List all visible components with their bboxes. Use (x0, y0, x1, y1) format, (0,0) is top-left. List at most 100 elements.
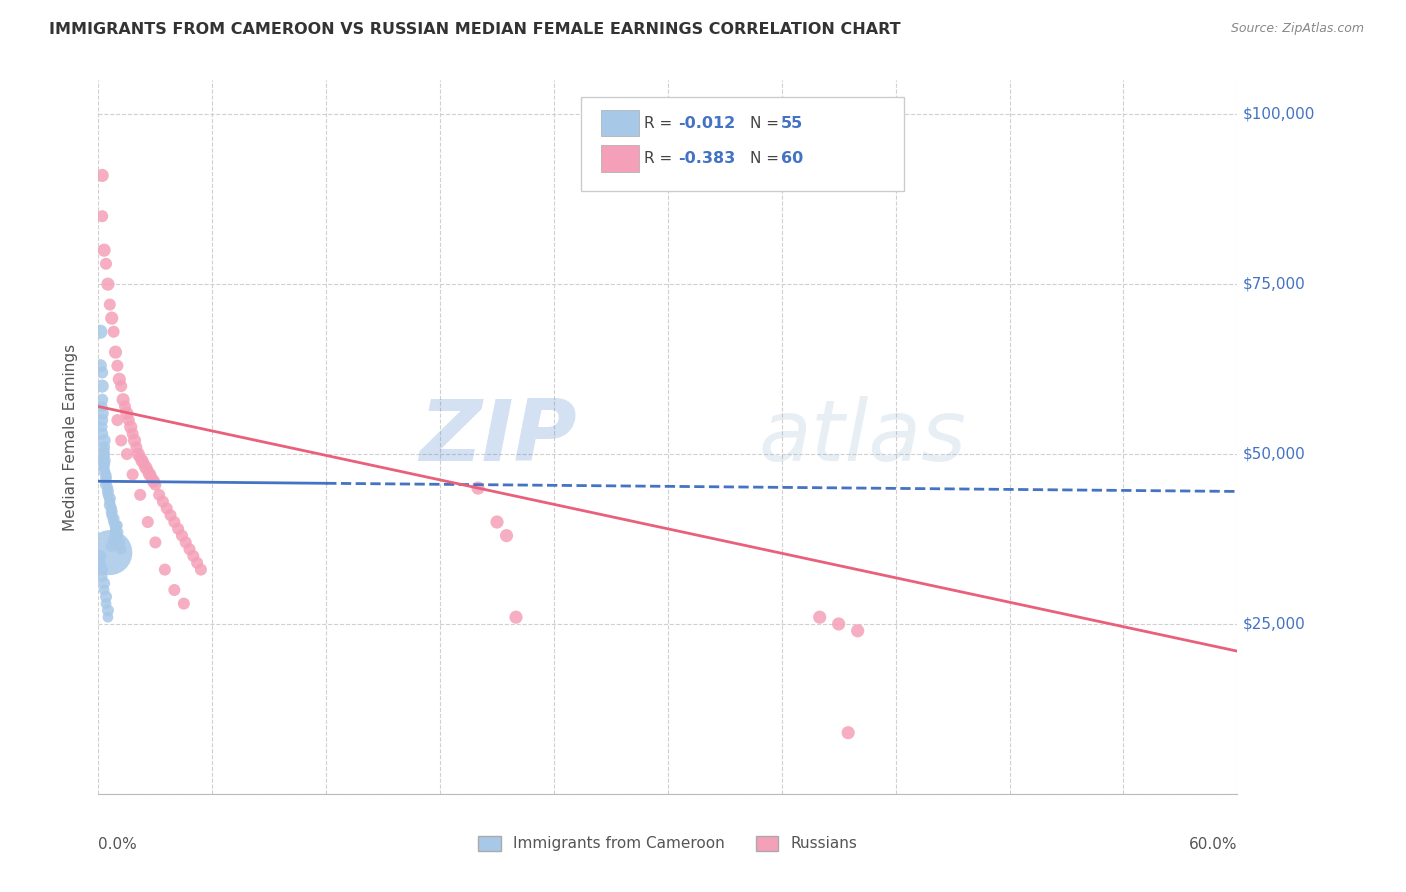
Point (145, 477, 167, 491)
Point (103, 325, 125, 339)
Point (93, 460, 115, 475)
Point (136, 464, 159, 478)
Text: 55: 55 (780, 116, 803, 130)
Point (94, 590, 117, 604)
Point (89, 325, 111, 339)
Point (120, 420, 142, 434)
Text: atlas: atlas (759, 395, 967, 479)
Point (115, 447, 138, 461)
Point (129, 488, 152, 502)
Point (163, 515, 186, 529)
Point (108, 372, 131, 386)
Point (121, 467, 143, 482)
Point (505, 610, 527, 624)
Point (93, 443, 115, 458)
Point (100, 505, 122, 519)
Point (104, 518, 127, 533)
Point (124, 434, 146, 448)
Point (98, 498, 121, 512)
Point (94, 471, 117, 485)
Point (93, 450, 115, 465)
Point (135, 460, 157, 475)
Point (89, 359, 111, 373)
Point (91, 569, 114, 583)
Text: R =: R = (644, 152, 678, 166)
Point (104, 522, 127, 536)
Point (153, 563, 176, 577)
Point (173, 597, 195, 611)
Point (91, 366, 114, 380)
Point (97, 484, 120, 499)
Point (110, 542, 132, 557)
Point (170, 528, 193, 542)
Point (108, 535, 131, 549)
Point (467, 481, 489, 495)
Point (110, 434, 132, 448)
Point (837, 725, 859, 739)
Point (846, 624, 869, 638)
Point (103, 532, 125, 546)
Point (107, 528, 129, 542)
Point (103, 511, 125, 525)
Text: -0.383: -0.383 (678, 152, 735, 166)
Text: $50,000: $50,000 (1243, 447, 1306, 461)
Text: $75,000: $75,000 (1243, 277, 1306, 292)
Point (93, 457, 115, 471)
Point (121, 426, 143, 441)
Point (94, 475, 117, 489)
Point (112, 392, 135, 407)
Point (93, 576, 115, 591)
Point (125, 440, 148, 454)
Point (186, 556, 208, 570)
Point (190, 563, 212, 577)
Point (91, 400, 114, 414)
Point (141, 471, 163, 485)
Point (91, 209, 114, 223)
Text: ZIP: ZIP (419, 395, 576, 479)
Text: $100,000: $100,000 (1243, 107, 1316, 122)
Point (91, 392, 114, 407)
Point (163, 582, 186, 597)
Point (93, 434, 115, 448)
Text: Source: ZipAtlas.com: Source: ZipAtlas.com (1230, 22, 1364, 36)
Point (93, 243, 115, 257)
Point (132, 457, 155, 471)
Point (91, 426, 114, 441)
Point (159, 508, 181, 523)
Point (104, 525, 127, 540)
Point (91, 406, 114, 420)
Point (115, 406, 138, 420)
Text: $25,000: $25,000 (1243, 616, 1306, 632)
Point (495, 528, 517, 542)
Point (98, 546, 121, 560)
Point (179, 542, 201, 557)
Point (93, 582, 115, 597)
Point (91, 420, 114, 434)
Point (100, 311, 122, 326)
Point (103, 515, 125, 529)
Point (183, 549, 205, 563)
Text: N =: N = (749, 116, 783, 130)
Point (110, 379, 132, 393)
Point (107, 359, 129, 373)
Point (97, 610, 120, 624)
Point (174, 535, 197, 549)
Point (100, 501, 122, 516)
Point (828, 617, 851, 632)
Point (98, 491, 121, 506)
Point (100, 508, 122, 523)
Point (93, 440, 115, 454)
Point (142, 475, 165, 489)
Point (114, 400, 136, 414)
Point (94, 477, 117, 491)
Point (98, 297, 121, 311)
Text: 60: 60 (780, 152, 803, 166)
Point (94, 467, 117, 482)
Point (97, 488, 120, 502)
Point (138, 467, 160, 482)
Text: 0.0%: 0.0% (98, 837, 138, 852)
Point (107, 413, 129, 427)
Point (93, 454, 115, 468)
Point (91, 413, 114, 427)
Point (156, 501, 179, 516)
